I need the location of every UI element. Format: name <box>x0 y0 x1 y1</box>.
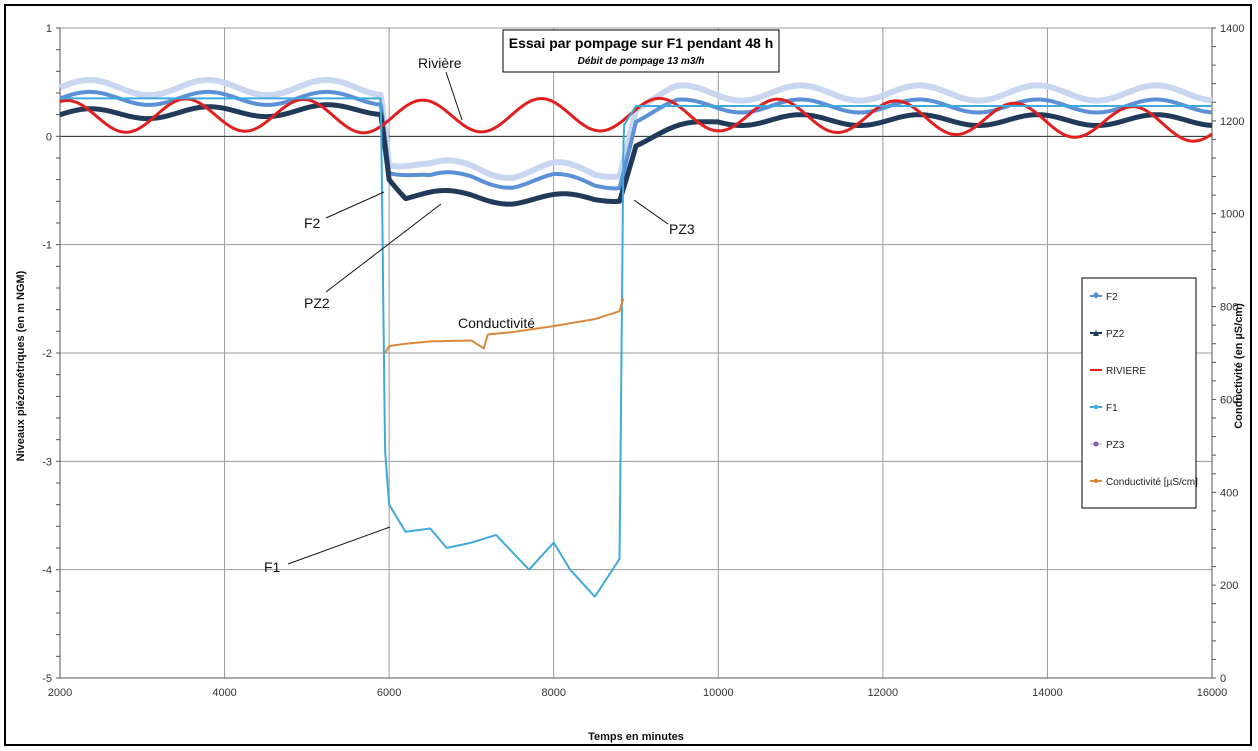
legend-label: Conductivité [µS/cm] <box>1106 477 1198 488</box>
annotation-f1-leader <box>287 526 391 565</box>
legend-item: PZ2 <box>1090 329 1125 340</box>
annotation-riviere: Rivière <box>418 55 462 71</box>
legend-label: F1 <box>1106 403 1118 414</box>
series-line-conductivit-s-cm- <box>384 298 625 354</box>
y-tick-label: -1 <box>42 240 52 252</box>
legend-item: PZ3 <box>1090 440 1125 451</box>
x-tick-label: 12000 <box>868 687 899 699</box>
series-layer <box>57 77 1215 598</box>
x-tick-label: 16000 <box>1197 687 1228 699</box>
annotation-f2: F2 <box>304 215 321 231</box>
y-tick-label: 0 <box>46 131 52 143</box>
y-tick-label: 1 <box>46 23 52 35</box>
legend-box <box>1081 277 1197 509</box>
x-tick-label: 8000 <box>541 687 565 699</box>
y2-tick-label: 200 <box>1220 580 1238 592</box>
series-line-f2 <box>58 89 1214 191</box>
x-tick-label: 6000 <box>377 687 401 699</box>
legend-label: F2 <box>1106 292 1118 303</box>
annotation-riviere-leader <box>445 71 463 121</box>
x-tick-label: 10000 <box>703 687 734 699</box>
legend-item: RIVIERE <box>1090 366 1146 377</box>
legend-marker <box>1093 441 1099 447</box>
legend-items: F2 PZ2 RIVIERE F1 PZ3 Conductivité [µS/cm] <box>1090 291 1198 488</box>
series-line-pz2 <box>58 102 1214 207</box>
y2-tick-label: 400 <box>1220 487 1238 499</box>
legend: F2 PZ2 RIVIERE F1 PZ3 Conductivité [µS/cm] <box>1081 277 1198 509</box>
series-line-riviere <box>59 96 1213 143</box>
y2-tick-label: 1400 <box>1220 23 1244 35</box>
y2-tick-label: 1000 <box>1220 209 1244 221</box>
annotation-pz3-leader <box>633 199 669 225</box>
legend-label: PZ2 <box>1106 329 1125 340</box>
chart-subtitle: Débit de pompage 13 m3/h <box>578 56 705 67</box>
annotation-f2-leader <box>325 191 385 219</box>
y-axis-title: Niveaux piézométriques (en m NGM) <box>15 270 27 461</box>
x-tick-label: 14000 <box>1032 687 1063 699</box>
legend-label: RIVIERE <box>1106 366 1146 377</box>
legend-item: F1 <box>1090 403 1118 414</box>
annotations: Rivière F2 PZ2 PZ3 F1 Conductivité <box>264 55 695 575</box>
annotation-conductivite: Conductivité <box>458 315 535 331</box>
legend-label: PZ3 <box>1106 440 1125 451</box>
y-tick-label: -5 <box>42 673 52 685</box>
y-tick-label: -2 <box>42 348 52 360</box>
y2-tick-label: 1200 <box>1220 116 1244 128</box>
series-line-f1 <box>59 97 1213 598</box>
chart-svg: 2000 4000 6000 8000 10000 12000 14000 1600010-1… <box>15 23 1245 743</box>
axes: 2000 4000 6000 8000 10000 12000 14000 1600010-1… <box>42 23 1244 699</box>
annotation-pz2: PZ2 <box>304 295 330 311</box>
x-tick-label: 4000 <box>212 687 236 699</box>
y2-tick-label: 800 <box>1220 302 1238 314</box>
annotation-f1: F1 <box>264 559 281 575</box>
chart-frame: 2000 4000 6000 8000 10000 12000 14000 16000 1 0 -1… <box>4 4 1252 746</box>
legend-marker <box>1093 330 1099 336</box>
legend-item: Conductivité [µS/cm] <box>1090 477 1198 488</box>
y2-axis-title: Conductivité (en µS/cm) <box>1233 303 1245 429</box>
title-box-border <box>502 29 780 73</box>
legend-marker <box>1093 478 1099 484</box>
annotation-pz2-leader <box>325 203 442 293</box>
y2-tick-label: 0 <box>1220 673 1226 685</box>
y-tick-label: -3 <box>42 456 52 468</box>
x-axis-title: Temps en minutes <box>588 731 684 743</box>
y2-tick-label: 600 <box>1220 394 1238 406</box>
annotation-pz3: PZ3 <box>669 221 695 237</box>
y-tick-label: -4 <box>42 565 52 577</box>
title-box: Essai par pompage sur F1 pendant 48 h Dé… <box>502 29 780 73</box>
chart-title: Essai par pompage sur F1 pendant 48 h <box>509 35 774 51</box>
x-tick-label: 2000 <box>48 687 72 699</box>
legend-marker <box>1093 404 1099 410</box>
